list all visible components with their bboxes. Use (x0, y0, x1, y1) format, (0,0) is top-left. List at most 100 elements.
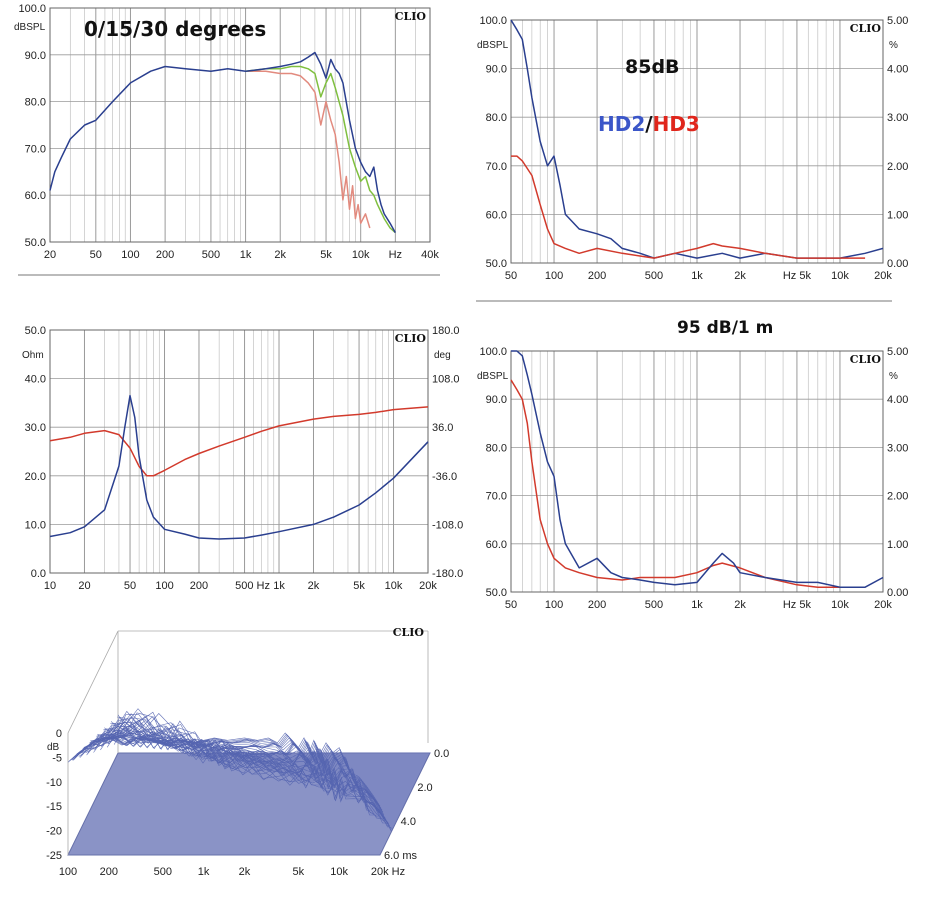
y-unit-label: dBSPL (14, 22, 46, 33)
y-right-tick-label: 5.00 (887, 346, 908, 358)
x-tick-label: 500 (202, 249, 220, 261)
x-tick-label: 200 (100, 866, 118, 878)
waterfall-chart: 0 -5 -10 -15 -20 -25 dB 100 200 500 1k 2k 5k 10k 20k H… (46, 626, 449, 878)
x-tick-label: 500 (154, 866, 172, 878)
x-tick-label: 20k Hz (371, 866, 405, 878)
x-tick-label: 10k (831, 270, 849, 282)
z-tick-label: 0.0 (434, 748, 449, 760)
y-tick-label: 50.0 (25, 325, 46, 337)
z-tick-label: 6.0 ms (384, 850, 418, 862)
y-tick-label: 80.0 (486, 442, 507, 454)
legend-hd3: HD3 (653, 112, 700, 136)
y-tick-label: 100.0 (18, 3, 46, 15)
x-tick-label: 200 (156, 249, 174, 261)
x-tick-label: 200 (588, 270, 606, 282)
x-tick-label: 2k (734, 270, 746, 282)
y-tick-label: 20.0 (25, 471, 46, 483)
series-line (511, 155, 866, 259)
y-right-tick-label: 180.0 (432, 325, 460, 337)
x-tick-label: 20k (874, 270, 892, 282)
y-tick-label: 90.0 (25, 50, 46, 62)
plot-frame (510, 19, 884, 264)
z-tick-label: 4.0 (401, 816, 416, 828)
series-line (245, 65, 396, 234)
x-tick-label: 5k (353, 580, 365, 592)
waterfall-slice (93, 723, 406, 804)
x-tick-label: 500 (645, 599, 663, 611)
x-tick-label: 20 (44, 249, 56, 261)
y-unit-label: dBSPL (477, 371, 509, 382)
waterfall-slice (99, 721, 412, 792)
y-tick-label: -10 (46, 777, 62, 789)
x-tick-label: 100 (545, 270, 563, 282)
y-tick-label: 50.0 (486, 258, 507, 270)
series-line (510, 379, 866, 588)
impedance-chart: 50.0 40.0 30.0 20.0 10.0 0.0 180.0 108.0 36.0 -36… (22, 325, 463, 592)
y-right-tick-label: 3.00 (887, 112, 908, 124)
x-tick-label: Hz 5k (783, 599, 812, 611)
x-tick-label: 200 (588, 599, 606, 611)
z-tick-label: 2.0 (417, 782, 432, 794)
x-tick-label: 2k (239, 866, 251, 878)
x-tick-label: 500 Hz (235, 580, 270, 592)
x-tick-label: 500 (645, 270, 663, 282)
legend-hd2: HD2 (598, 112, 645, 136)
x-tick-label: 20k (419, 580, 437, 592)
y-right-tick-label: 2.00 (887, 161, 908, 173)
x-tick-label: 200 (190, 580, 208, 592)
y-tick-label: 50.0 (25, 237, 46, 249)
x-tick-label: 20 (78, 580, 90, 592)
plot-frame (510, 350, 884, 593)
x-tick-label: 2k (734, 599, 746, 611)
y-tick-label: 80.0 (486, 112, 507, 124)
series-line (49, 51, 396, 233)
x-tick-label: 1k (273, 580, 285, 592)
legend-separator: / (645, 112, 653, 136)
x-tick-label: Hz (389, 249, 402, 261)
y-right-unit-label: deg (434, 350, 451, 361)
distortion-85db-chart: 100.0 90.0 80.0 70.0 60.0 50.0 5.00 4.00 3.00 2.0… (476, 15, 908, 302)
y-right-tick-label: 1.00 (887, 539, 908, 551)
x-tick-label: 10k (831, 599, 849, 611)
x-tick-label: 2k (274, 249, 286, 261)
y-right-tick-label: 4.00 (887, 394, 908, 406)
plot-frame (49, 7, 431, 243)
y-right-unit-label: % (889, 40, 898, 51)
waterfall-slice (106, 713, 420, 776)
brand-label: CLIO (393, 626, 425, 639)
y-tick-label: 60.0 (25, 190, 46, 202)
y-tick-label: 50.0 (486, 587, 507, 599)
y-tick-label: 60.0 (486, 539, 507, 551)
y-right-tick-label: 0.00 (887, 258, 908, 270)
x-tick-label: 1k (691, 599, 703, 611)
x-tick-label: 10k (352, 249, 370, 261)
brand-label: CLIO (395, 10, 427, 23)
waterfall-back-wall (67, 630, 119, 855)
x-tick-label: 5k (293, 866, 305, 878)
waterfall-slice (115, 710, 428, 758)
y-unit-label: dB (47, 742, 60, 753)
y-tick-label: -20 (46, 826, 62, 838)
y-tick-label: 90.0 (486, 64, 507, 76)
y-tick-label: 0.0 (31, 568, 46, 580)
x-tick-label: 50 (505, 599, 517, 611)
chart-title: 95 dB/1 m (677, 318, 773, 338)
y-tick-label: 70.0 (486, 491, 507, 503)
chart-title: 85dB (625, 56, 680, 78)
y-right-tick-label: 108.0 (432, 374, 460, 386)
x-tick-label: 50 (124, 580, 136, 592)
x-tick-label: 100 (545, 599, 563, 611)
series-line (49, 406, 429, 477)
x-tick-label: 10k (385, 580, 403, 592)
x-tick-label: 2k (308, 580, 320, 592)
waterfall-slice (67, 732, 381, 807)
y-tick-label: 90.0 (486, 394, 507, 406)
x-tick-label: 100 (155, 580, 173, 592)
y-unit-label: Ohm (22, 350, 44, 361)
freq-response-chart: 100.0 90.0 80.0 70.0 60.0 50.0 dBSPL 20 50 100 200… (14, 3, 440, 276)
x-tick-label: 50 (505, 270, 517, 282)
series-line (49, 394, 429, 540)
x-tick-label: 100 (121, 249, 139, 261)
y-right-tick-label: 3.00 (887, 442, 908, 454)
y-tick-label: 100.0 (479, 346, 507, 358)
